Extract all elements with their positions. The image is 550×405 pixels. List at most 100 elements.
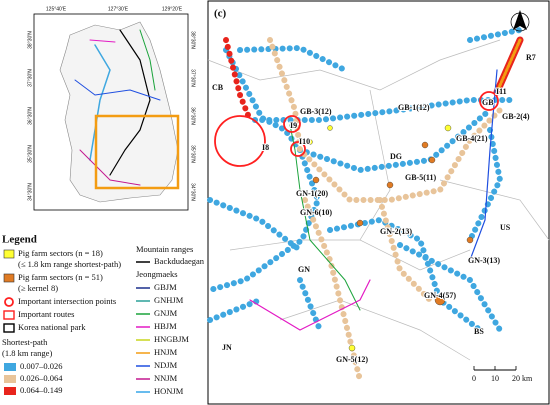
legend-label: NDJM — [154, 360, 178, 370]
map-shape — [74, 79, 161, 101]
lat-label: 35°30'N — [190, 145, 196, 163]
map-point — [510, 12, 530, 32]
lat-label: 34°30'N — [190, 183, 196, 201]
place-label: BS — [474, 327, 484, 336]
map-point — [327, 125, 333, 131]
north-label: N — [518, 19, 523, 25]
place-label: DG — [390, 152, 402, 161]
place-label: GN-1(20) — [296, 189, 328, 198]
map-shape — [307, 124, 452, 352]
legend-label: HBJM — [154, 321, 177, 331]
place-label: GB-2(4) — [502, 112, 530, 121]
map-point — [307, 139, 313, 145]
place-label: I10 — [299, 137, 310, 146]
map-shape — [79, 149, 141, 186]
scale-label: 10 — [491, 374, 499, 383]
lat-label: 37°30'N — [190, 69, 196, 87]
legend-subtitle: Shortest-path — [2, 337, 48, 347]
lat-label: 34°30'N — [27, 183, 33, 201]
scale-label: 20 km — [512, 374, 533, 383]
lon-label: 127°30'E — [108, 6, 129, 12]
legend-label: GBJM — [154, 282, 177, 292]
place-label: GB — [482, 98, 494, 107]
map-shape — [89, 44, 111, 161]
map-shape — [94, 114, 180, 190]
map-point — [386, 181, 394, 189]
legend-label: (≥ kernel 8) — [18, 283, 58, 293]
legend-label: Backdudaegan — [154, 256, 205, 266]
map-shape — [139, 29, 156, 91]
legend-swatch — [3, 249, 15, 259]
place-label: GN-2(13) — [380, 227, 412, 236]
lat-label: 38°30'N — [190, 31, 196, 49]
legend-subtitle: Mountain ranges — [136, 244, 193, 254]
legend-label: NNJM — [154, 373, 178, 383]
legend-title: Legend — [2, 234, 37, 246]
legend-subtitle: (1.8 km range) — [2, 348, 52, 358]
map-point — [444, 124, 452, 132]
map-shape — [207, 47, 321, 293]
place-label: CB — [212, 83, 224, 92]
map-shape — [473, 366, 517, 370]
place-label: GN-4(57) — [424, 291, 456, 300]
place-label: I9 — [290, 121, 297, 130]
legend-label: 0.007–0.026 — [20, 361, 63, 371]
place-label: US — [500, 223, 511, 232]
map-shape — [495, 38, 522, 94]
map-shape — [513, 10, 527, 30]
map-point — [312, 176, 320, 184]
legend-swatch — [4, 375, 16, 383]
legend-label: 0.064–0.149 — [20, 385, 63, 395]
map-shape — [312, 141, 474, 306]
legend-label: Important intersection points — [18, 296, 116, 306]
scale-label: 0 — [472, 374, 476, 383]
lon-label: 125°40'E — [46, 6, 67, 12]
place-label: GN-6(10) — [300, 208, 332, 217]
legend-subtitle: Jeongmaeks — [136, 269, 178, 279]
map-point — [283, 115, 301, 133]
place-label: R7 — [526, 53, 536, 62]
place-label: GB-4(21) — [456, 134, 488, 143]
map-shape — [469, 69, 498, 261]
place-label: I11 — [496, 87, 507, 96]
map-shape — [289, 124, 361, 311]
panel-label: (c) — [214, 8, 227, 20]
legend-swatch — [3, 310, 15, 320]
legend-swatch — [3, 273, 15, 283]
legend-label: Korea national park — [18, 322, 86, 332]
place-label: JN — [222, 343, 232, 352]
lat-label: 37°30'N — [27, 69, 33, 87]
map-point — [356, 219, 364, 227]
place-label: GB-1(12) — [398, 103, 430, 112]
map-point — [421, 141, 429, 149]
lat-label: 38°30'N — [27, 31, 33, 49]
lon-label: 129°20'E — [162, 6, 183, 12]
map-point — [290, 141, 306, 157]
place-label: GB-5(11) — [405, 173, 436, 182]
legend-label: Important routes — [18, 309, 74, 319]
place-label: GB-3(12) — [300, 107, 332, 116]
legend-swatch — [4, 387, 16, 395]
place-label: I8 — [262, 143, 269, 152]
place-label: GN — [298, 265, 310, 274]
map-shape — [59, 21, 179, 203]
legend-label: HONJM — [154, 386, 184, 396]
map-point — [214, 115, 266, 167]
legend-label: (≤ 1.8 km range shortest-path) — [18, 259, 121, 269]
map-point — [428, 156, 436, 164]
legend-swatch — [4, 363, 16, 371]
map-shape — [207, 27, 523, 333]
map-shape — [33, 13, 189, 211]
main-map — [207, 0, 550, 405]
legend-label: Pig farm sectors (n = 51) — [18, 272, 103, 282]
map-point — [466, 236, 474, 244]
map-shape — [207, 107, 503, 333]
map-shape — [249, 279, 371, 331]
inset-map — [33, 13, 189, 211]
legend-label: Pig farm sectors (n = 18) — [18, 248, 103, 258]
legend-label: GNJM — [154, 308, 178, 318]
legend-swatch — [3, 323, 15, 333]
lat-label: 36°30'N — [27, 107, 33, 125]
place-label: GN-3(13) — [468, 256, 500, 265]
